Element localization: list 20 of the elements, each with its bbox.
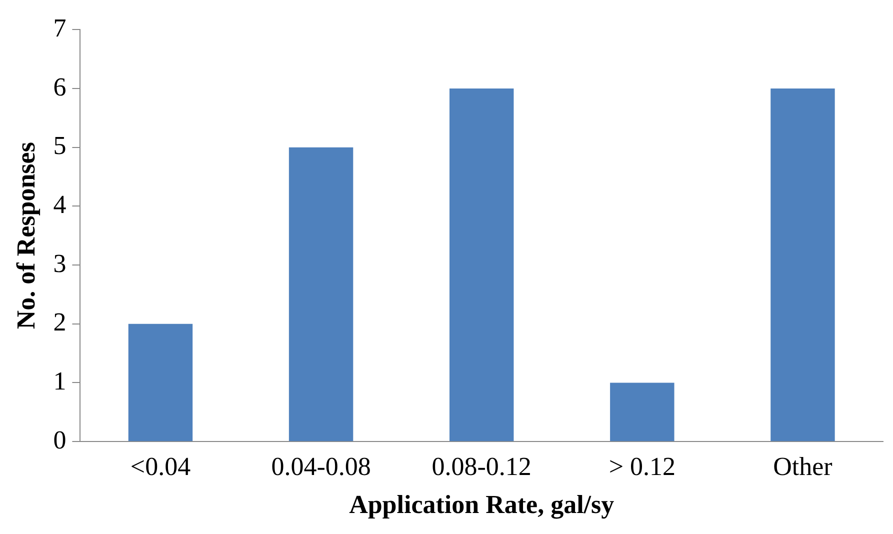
x-tick-label: <0.04 xyxy=(130,452,191,482)
y-tick-label: 6 xyxy=(53,72,66,102)
bar xyxy=(610,382,674,442)
y-tick-label: 7 xyxy=(53,13,66,42)
x-tick-label: > 0.12 xyxy=(608,452,676,482)
x-tick-label: 0.08-0.12 xyxy=(432,452,532,482)
bar xyxy=(770,88,835,442)
y-tick-label: 2 xyxy=(53,308,66,337)
y-tick-label: 0 xyxy=(53,425,66,454)
bar xyxy=(128,324,193,442)
y-tick-label: 1 xyxy=(53,366,66,396)
bar xyxy=(449,88,514,442)
y-tick-label: 3 xyxy=(53,248,66,278)
x-tick-label: 0.04-0.08 xyxy=(271,452,371,482)
x-axis-title: Application Rate, gal/sy xyxy=(349,490,614,520)
x-tick-label: Other xyxy=(773,452,833,482)
y-tick-label: 4 xyxy=(53,190,66,219)
y-tick-label: 5 xyxy=(53,131,66,160)
bar xyxy=(288,147,354,442)
y-axis-title: No. of Responses xyxy=(11,142,40,330)
